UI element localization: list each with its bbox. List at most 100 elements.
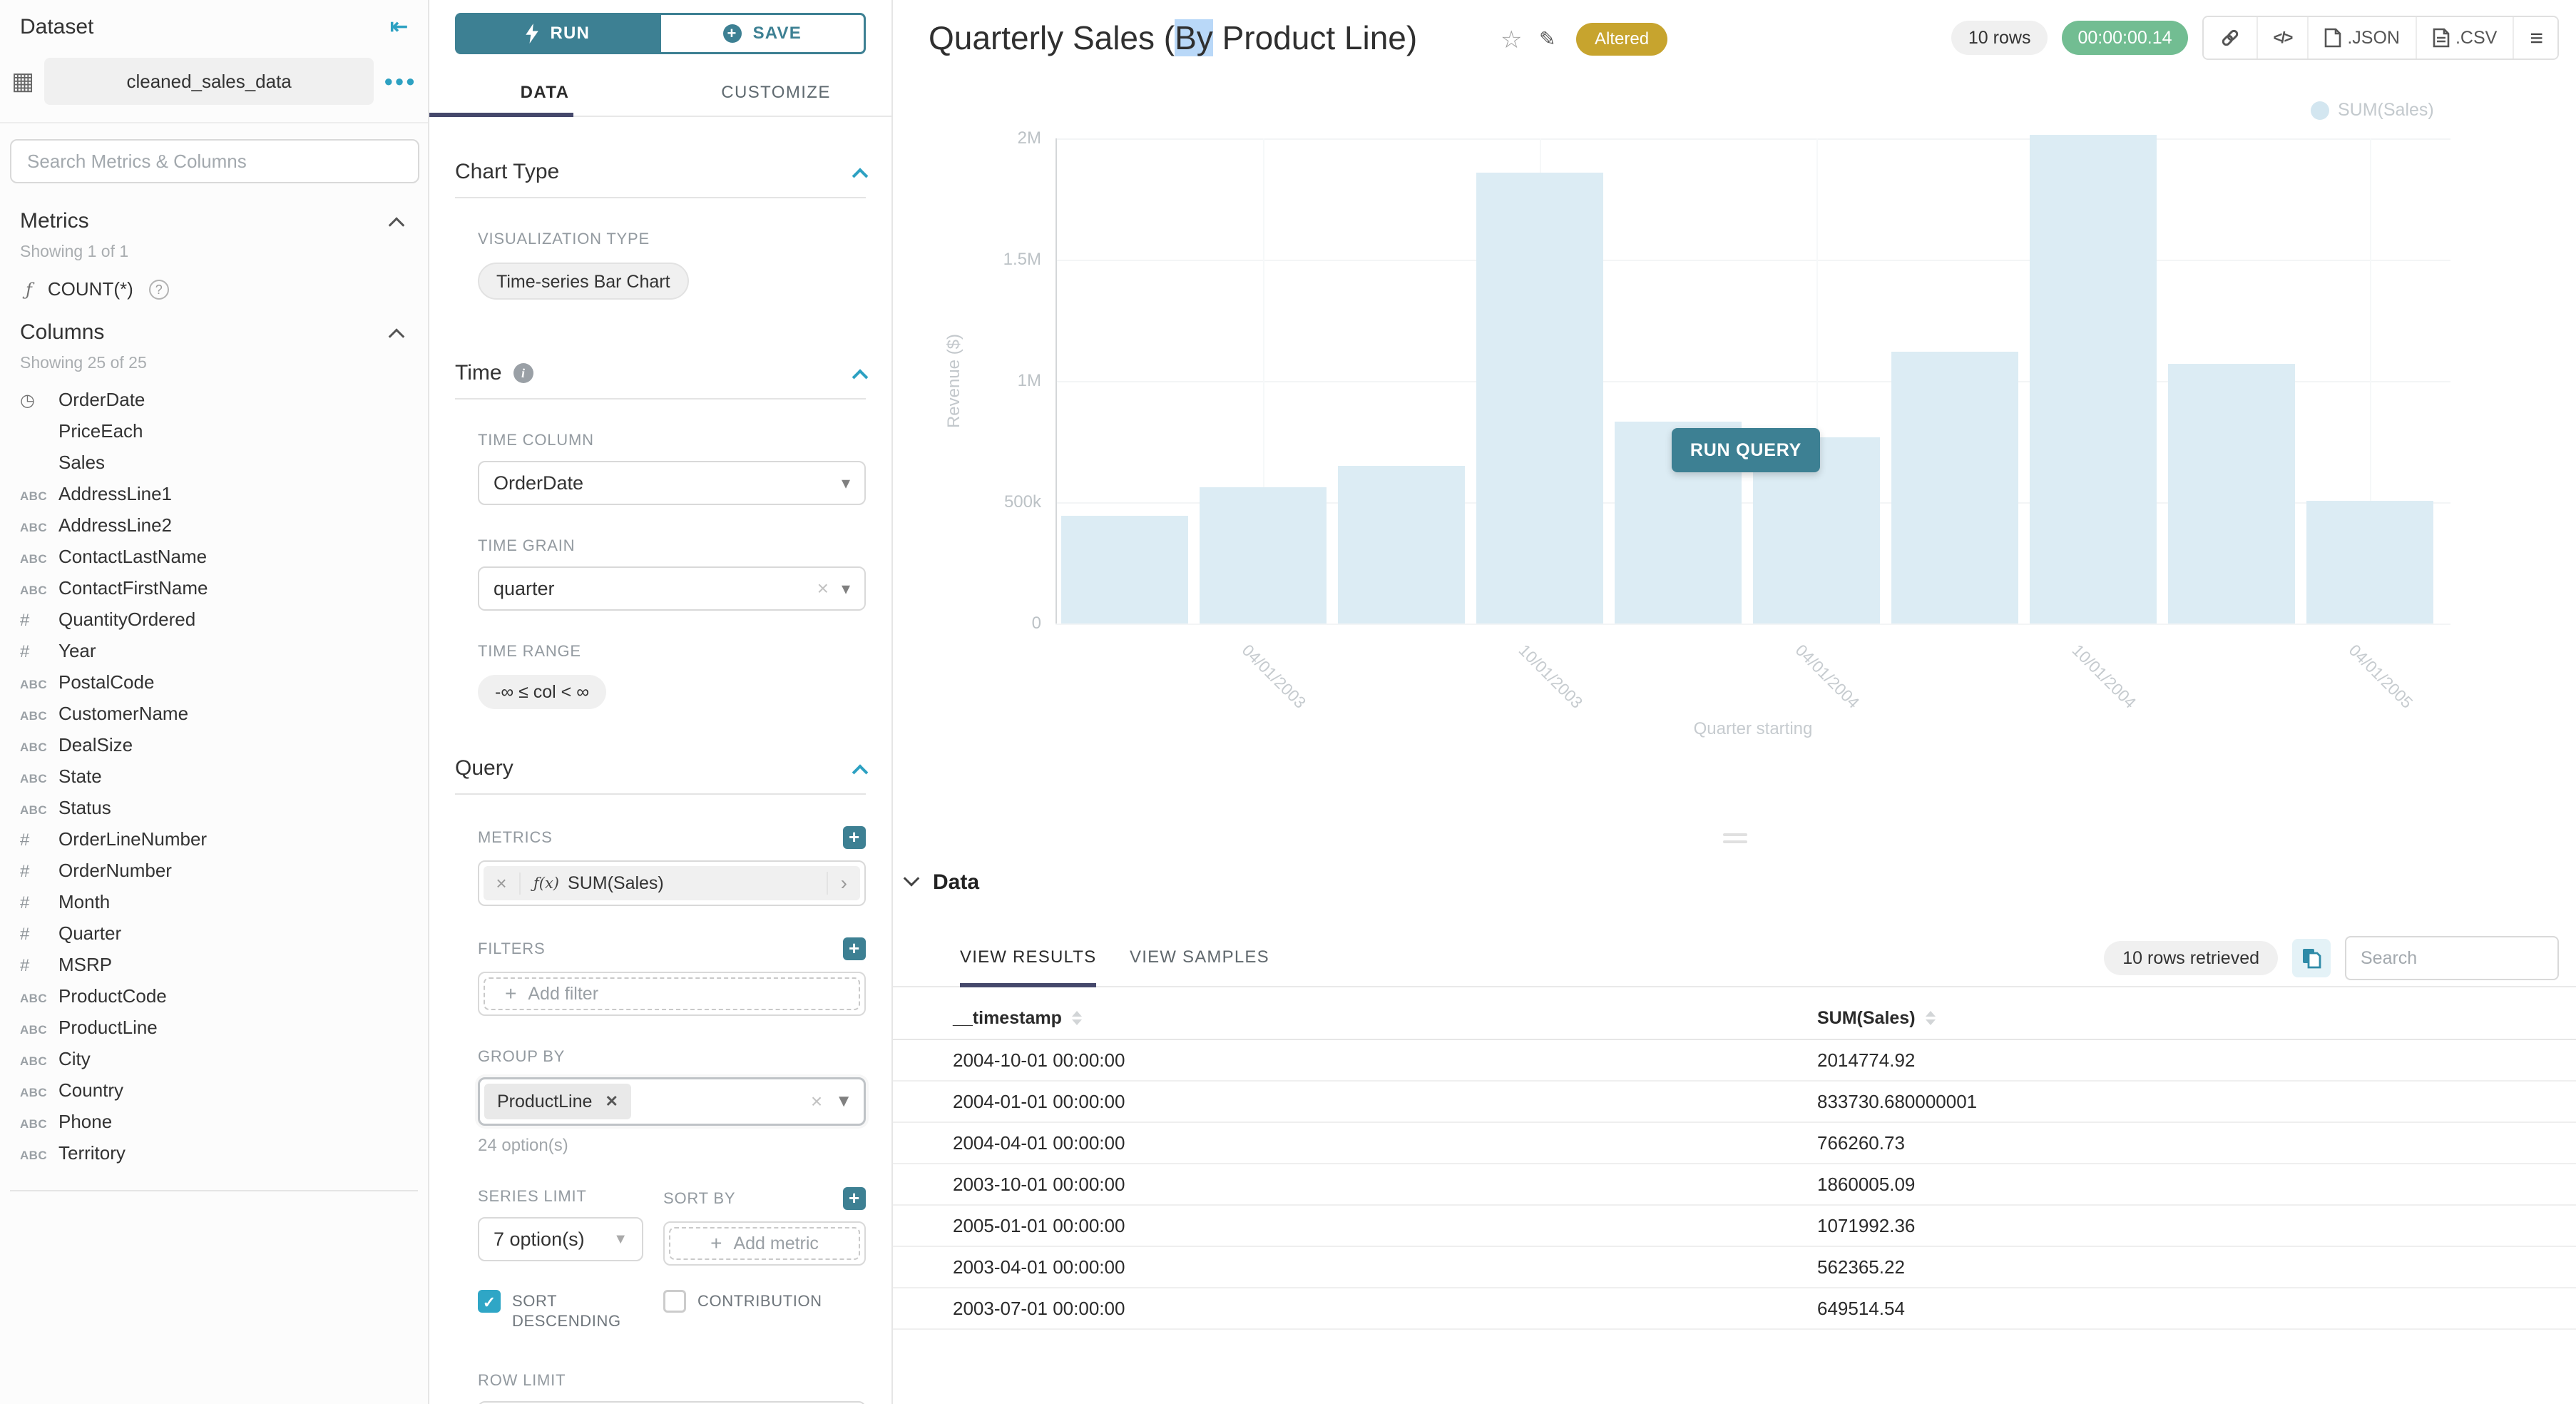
bar[interactable]: [1200, 487, 1327, 624]
table-row[interactable]: 2004-10-01 00:00:00 2014774.92: [893, 1040, 2576, 1082]
tab-view-results[interactable]: VIEW RESULTS: [960, 947, 1097, 987]
column-item[interactable]: ◷ABC# Territory: [0, 1137, 428, 1169]
column-item[interactable]: ◷ABC# Country: [0, 1074, 428, 1106]
bar[interactable]: [2306, 501, 2433, 624]
column-item[interactable]: ◷ABC# Sales: [0, 447, 428, 478]
edit-properties-icon[interactable]: ✎: [1539, 28, 1556, 50]
export-csv-button[interactable]: .CSV: [2415, 17, 2513, 58]
info-icon[interactable]: i: [513, 363, 533, 383]
column-item[interactable]: ◷ABC# CustomerName: [0, 698, 428, 729]
sort-descending-checkbox[interactable]: ✓: [478, 1290, 501, 1313]
table-row[interactable]: 2003-04-01 00:00:00 562365.22: [893, 1247, 2576, 1288]
column-item[interactable]: ◷ABC# OrderNumber: [0, 855, 428, 886]
chart-title[interactable]: Quarterly Sales (By Product Line): [929, 19, 1418, 56]
dataset-options-icon[interactable]: ●●●: [384, 72, 416, 90]
column-item[interactable]: ◷ABC# AddressLine2: [0, 509, 428, 541]
search-metrics-columns-input[interactable]: [10, 139, 419, 183]
table-row[interactable]: 2004-04-01 00:00:00 766260.73: [893, 1123, 2576, 1164]
copy-data-button[interactable]: [2292, 939, 2331, 977]
remove-metric-icon[interactable]: ×: [484, 872, 521, 895]
column-item[interactable]: ◷ABC# PriceEach: [0, 415, 428, 447]
tab-view-samples[interactable]: VIEW SAMPLES: [1130, 947, 1269, 967]
bar[interactable]: [2030, 134, 2157, 624]
table-row[interactable]: 2004-01-01 00:00:00 833730.680000001: [893, 1082, 2576, 1123]
column-item[interactable]: ◷ABC# QuantityOrdered: [0, 604, 428, 635]
table-row[interactable]: 2003-10-01 00:00:00 1860005.09: [893, 1164, 2576, 1206]
tab-customize[interactable]: CUSTOMIZE: [721, 83, 831, 102]
clear-icon[interactable]: ×: [817, 577, 829, 599]
add-filter-dropzone[interactable]: + Add filter: [484, 977, 860, 1010]
column-item[interactable]: ◷ABC# OrderDate: [0, 384, 428, 415]
filters-box: + Add filter: [478, 972, 866, 1016]
column-item[interactable]: ◷ABC# DealSize: [0, 729, 428, 760]
help-icon[interactable]: ?: [148, 279, 169, 300]
tab-data[interactable]: DATA: [520, 83, 570, 102]
column-item[interactable]: ◷ABC# MSRP: [0, 949, 428, 980]
export-json-button[interactable]: .JSON: [2307, 17, 2416, 58]
column-header-timestamp[interactable]: __timestamp: [953, 1007, 1062, 1028]
save-button[interactable]: + SAVE: [660, 13, 866, 54]
bar[interactable]: [1338, 466, 1465, 624]
chevron-up-icon[interactable]: [388, 217, 405, 233]
time-column-select[interactable]: OrderDate ▾: [478, 461, 866, 505]
chevron-up-icon[interactable]: [852, 168, 869, 184]
sort-icon[interactable]: [1925, 1011, 1936, 1025]
clear-icon[interactable]: ×: [810, 1090, 823, 1112]
copy-link-button[interactable]: [2203, 17, 2256, 58]
time-range-value[interactable]: -∞ ≤ col < ∞: [478, 675, 607, 709]
bar[interactable]: [1891, 352, 2018, 624]
chevron-right-icon[interactable]: ›: [826, 872, 860, 895]
viz-type-value[interactable]: Time-series Bar Chart: [478, 263, 689, 300]
altered-badge[interactable]: Altered: [1576, 23, 1668, 56]
column-type-icon: ◷ABC#: [20, 610, 30, 630]
column-item[interactable]: ◷ABC# Quarter: [0, 917, 428, 949]
bar[interactable]: [1476, 172, 1603, 624]
embed-code-button[interactable]: </>: [2256, 17, 2308, 58]
data-search-input[interactable]: [2345, 936, 2559, 980]
add-sort-metric-button[interactable]: +: [843, 1187, 866, 1210]
column-header-sum-sales[interactable]: SUM(Sales): [1817, 1007, 1916, 1028]
metric-item[interactable]: ƒ COUNT(*) ?: [0, 261, 428, 306]
column-item[interactable]: ◷ABC# ProductCode: [0, 980, 428, 1012]
column-item[interactable]: ◷ABC# State: [0, 760, 428, 792]
chevron-up-icon[interactable]: [852, 764, 869, 780]
column-item[interactable]: ◷ABC# ContactFirstName: [0, 572, 428, 604]
dataset-name[interactable]: cleaned_sales_data: [44, 58, 374, 105]
run-button[interactable]: RUN: [455, 13, 661, 54]
row-limit-select[interactable]: 10000 × ▾: [478, 1401, 866, 1404]
column-item[interactable]: ◷ABC# Month: [0, 886, 428, 917]
column-item[interactable]: ◷ABC# Phone: [0, 1106, 428, 1137]
column-item[interactable]: ◷ABC# OrderLineNumber: [0, 823, 428, 855]
column-item[interactable]: ◷ABC# ContactLastName: [0, 541, 428, 572]
add-filter-button[interactable]: +: [843, 937, 866, 960]
run-query-button[interactable]: RUN QUERY: [1672, 428, 1820, 472]
metric-pill[interactable]: × ƒ(x) SUM(Sales) ›: [484, 866, 860, 900]
column-item[interactable]: ◷ABC# PostalCode: [0, 666, 428, 698]
chevron-up-icon[interactable]: [388, 328, 405, 345]
sort-icon[interactable]: [1071, 1011, 1082, 1025]
column-item[interactable]: ◷ABC# AddressLine1: [0, 478, 428, 509]
column-item[interactable]: ◷ABC# Status: [0, 792, 428, 823]
series-limit-select[interactable]: 7 option(s) ▼: [478, 1217, 643, 1261]
bar[interactable]: [1061, 515, 1188, 624]
menu-icon[interactable]: ≡: [2513, 17, 2557, 58]
bar[interactable]: [2168, 363, 2295, 624]
data-panel-header[interactable]: Data: [903, 870, 979, 895]
remove-tag-icon[interactable]: ✕: [605, 1092, 618, 1110]
contribution-checkbox[interactable]: [663, 1290, 686, 1313]
favorite-star-icon[interactable]: ☆: [1501, 26, 1523, 54]
table-row[interactable]: 2003-07-01 00:00:00 649514.54: [893, 1288, 2576, 1330]
plus-circle-icon: +: [722, 24, 742, 43]
chart-legend[interactable]: SUM(Sales): [2311, 100, 2434, 121]
column-item[interactable]: ◷ABC# ProductLine: [0, 1012, 428, 1043]
resize-drag-handle[interactable]: [1723, 833, 1747, 848]
column-item[interactable]: ◷ABC# City: [0, 1043, 428, 1074]
collapse-sidebar-icon[interactable]: ⇤: [389, 15, 408, 39]
column-item[interactable]: ◷ABC# Year: [0, 635, 428, 666]
add-sort-metric-dropzone[interactable]: + Add metric: [669, 1227, 860, 1260]
time-grain-select[interactable]: quarter × ▾: [478, 566, 866, 611]
group-by-select[interactable]: ProductLine ✕ × ▼: [478, 1077, 866, 1126]
table-row[interactable]: 2005-01-01 00:00:00 1071992.36: [893, 1206, 2576, 1247]
chevron-up-icon[interactable]: [852, 369, 869, 385]
add-metric-button[interactable]: +: [843, 826, 866, 849]
